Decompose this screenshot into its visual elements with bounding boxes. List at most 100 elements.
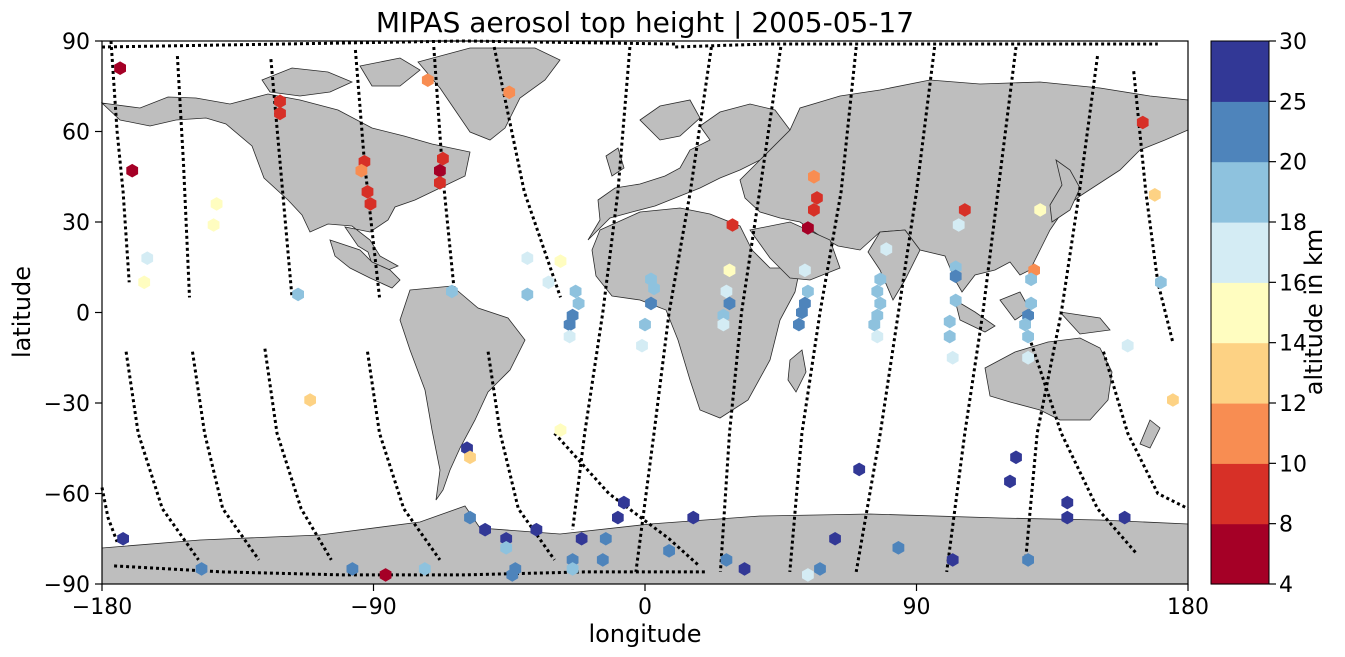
madagascar [787,349,807,393]
colorbar-label: altitude in km [1300,229,1328,396]
y-axis: −90 −60 −30 0 30 60 90 [44,30,102,598]
colorbar-bin-4 [1211,342,1269,404]
aerosol-point-55 [871,284,884,299]
colorbar-tick-label: 10 [1279,452,1307,477]
aerosol-point-94 [566,562,579,576]
orbit-track-8 [634,46,713,573]
aerosol-point-31 [563,329,576,344]
scandinavia [639,99,701,141]
aerosol-point-37 [636,338,648,353]
aerosol-point-99 [618,495,630,510]
colorbar: 4 8 10 12 14 16 18 20 25 30 [1210,30,1307,598]
y-axis-label: latitude [8,266,36,358]
x-tick-label: 0 [638,595,652,620]
aerosol-point-70 [1025,272,1037,287]
aerosol-point-105 [814,562,826,576]
aerosol-point-49 [802,284,814,299]
aerosol-point-65 [943,314,956,329]
colorbar-tick-label: 14 [1279,332,1307,357]
colorbar-tick-label: 8 [1279,513,1293,538]
colorbar-bin-8 [1211,101,1269,163]
colorbar-frame [1210,40,1270,585]
aerosol-point-112 [1022,553,1034,567]
aerosol-point-54 [874,272,887,287]
aerosol-point-9 [274,94,286,109]
aerosol-point-41 [723,296,736,311]
aerosol-point-42 [717,308,730,323]
aerosol-point-97 [596,553,609,567]
new-zealand [1139,419,1161,449]
aerosol-point-39 [723,263,736,278]
aerosol-point-64 [949,293,962,308]
aerosol-point-13 [361,185,374,199]
aerosol-point-28 [572,296,585,311]
aerosol-point-86 [464,510,476,525]
aerosol-point-89 [500,541,513,555]
aerosol-point-93 [566,553,579,567]
aerosol-point-63 [949,269,962,284]
aerosol-point-3 [141,251,154,265]
orbit-track-17 [263,348,333,561]
colorbar-tick-label: 20 [1279,151,1307,176]
plot-area [100,39,1189,585]
aerosol-point-53 [880,242,893,256]
aerosol-point-110 [1004,474,1016,489]
orbit-track-3 [269,58,294,298]
colorbar-tick-label: 12 [1279,392,1307,417]
colorbar-tick-label: 18 [1279,211,1307,236]
orbit-track-26 [675,42,1158,49]
aerosol-point-88 [500,532,513,546]
aerosol-point-77 [1136,115,1149,130]
aerosol-point-92 [530,522,543,537]
aerosol-point-45 [811,191,823,205]
x-tick-label: 90 [903,595,931,620]
aerosol-point-12 [355,163,368,178]
aerosol-point-60 [958,203,971,217]
aerosol-point-48 [799,263,811,278]
aerosol-point-66 [943,329,956,344]
colorbar-tick-label: 16 [1279,271,1307,296]
orbit-track-18 [366,351,442,561]
aerosol-point-79 [1155,275,1167,290]
x-tick-label: −180 [72,595,132,620]
aerosol-point-82 [195,562,208,576]
chart-title: MIPAS aerosol top height | 2005-05-17 [376,6,914,39]
aerosol-point-62 [949,260,962,275]
aerosol-point-38 [726,218,739,232]
aerosol-point-47 [802,221,814,235]
aerosol-point-59 [871,329,884,344]
orbit-track-12 [945,46,1018,573]
aerosol-point-51 [796,305,808,320]
aerosol-point-27 [569,284,582,299]
orbit-track-22 [1102,351,1189,510]
aerosol-point-114 [1061,495,1074,510]
aerosol-point-115 [1118,510,1131,525]
orbit-track-19 [486,351,556,561]
aerosol-point-32 [554,423,567,437]
aerosol-point-2 [126,163,139,178]
south-america [399,285,526,501]
arctic-islands [261,67,354,97]
aerosol-point-43 [717,317,730,332]
aerosol-point-100 [663,544,675,558]
aerosol-point-83 [346,562,359,576]
aerosol-point-111 [1010,450,1022,465]
aerosol-point-17 [434,163,446,178]
aerosol-point-78 [1148,188,1161,202]
aerosol-point-36 [639,317,651,332]
orbit-track-5 [432,46,457,298]
aerosol-point-46 [808,203,820,217]
aerosol-point-22 [521,287,534,302]
aerosol-point-71 [1025,296,1037,311]
y-tick-label: 30 [62,211,90,236]
aerosol-point-108 [892,541,905,555]
x-tick-label: 180 [1167,595,1209,620]
aerosol-point-6 [207,218,220,232]
aerosol-point-80 [1167,393,1179,407]
colorbar-tick-label: 4 [1279,573,1293,598]
colorbar-bin-3 [1211,403,1269,464]
aerosol-point-85 [418,562,431,576]
orbit-track-13 [1023,55,1099,567]
aerosol-point-113 [1061,510,1074,525]
sumatra [954,299,996,333]
